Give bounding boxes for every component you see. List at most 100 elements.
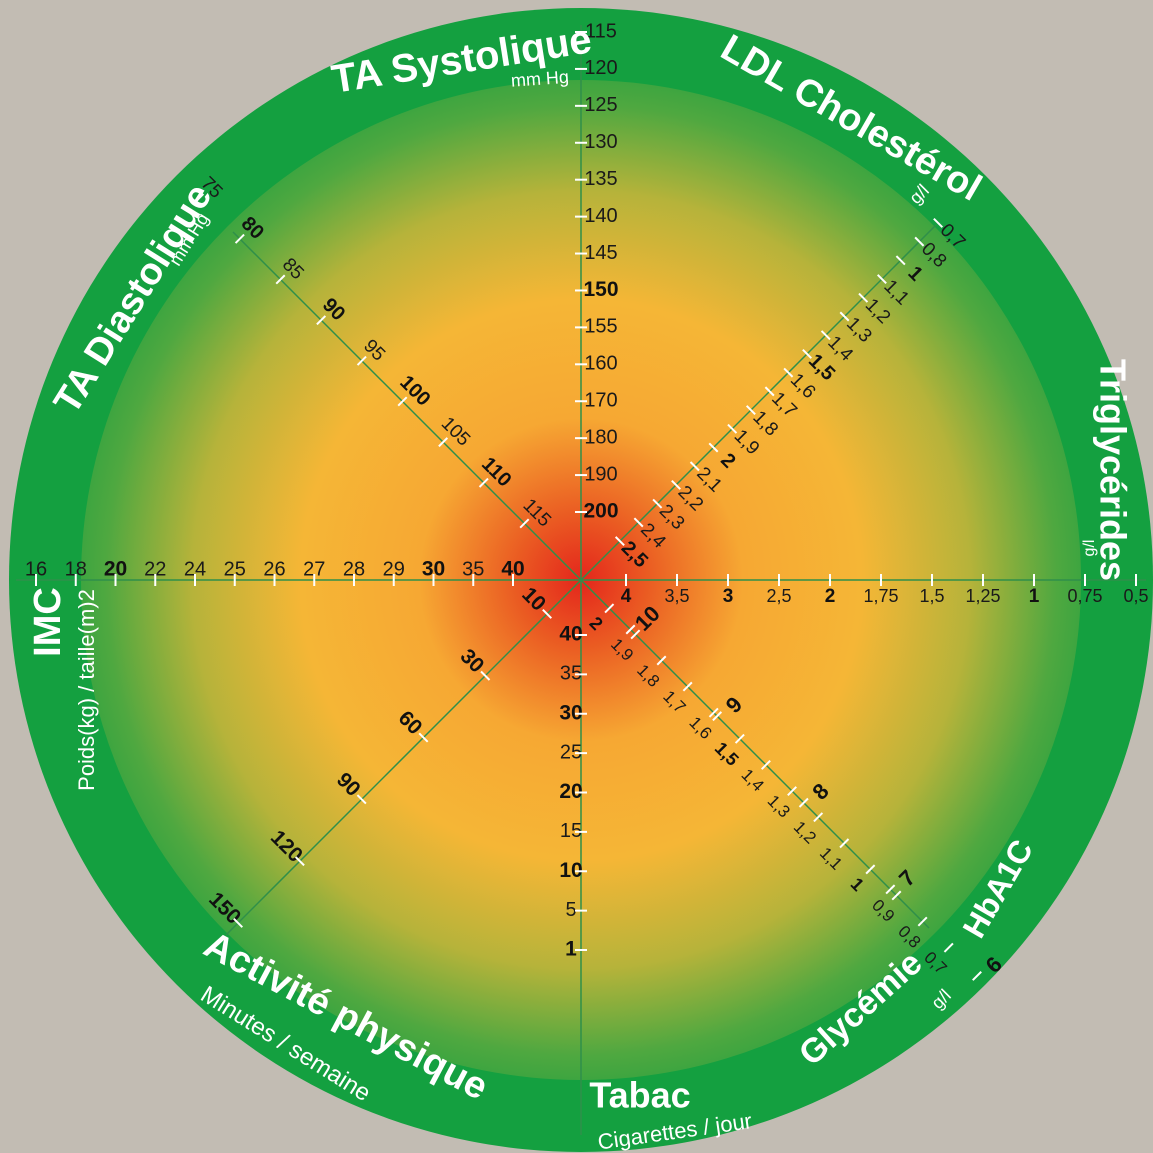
tick-mark bbox=[865, 864, 876, 875]
tick-mark bbox=[356, 355, 367, 366]
tick-mark bbox=[397, 396, 408, 407]
tick-mark bbox=[914, 236, 925, 247]
tick-label-tabac: 5 bbox=[565, 899, 576, 921]
tick-label-imc: 30 bbox=[422, 558, 445, 581]
tick-label-triglycerides: 1,5 bbox=[919, 586, 944, 606]
tick-label-imc: 22 bbox=[144, 558, 166, 580]
tick-label-imc: 26 bbox=[263, 558, 285, 580]
tick-mark bbox=[839, 838, 850, 849]
tick-label-imc: 28 bbox=[343, 558, 365, 580]
imc-unit: Poids(kg) / taille(m)2 bbox=[74, 589, 99, 791]
tick-mark bbox=[630, 629, 641, 640]
ta-systolique-unit: mm Hg bbox=[510, 67, 569, 91]
tick-mark bbox=[682, 681, 693, 692]
tick-mark bbox=[438, 437, 449, 448]
tick-label-ta-systolique: 145 bbox=[584, 242, 617, 264]
tick-mark bbox=[820, 330, 831, 341]
tick-mark bbox=[478, 477, 489, 488]
tick-mark bbox=[876, 274, 887, 285]
tick-label-tabac: 15 bbox=[560, 820, 582, 842]
tick-label-imc: 24 bbox=[184, 558, 206, 580]
tick-label-ta-systolique: 170 bbox=[584, 390, 617, 412]
tick-mark bbox=[625, 624, 636, 635]
tick-label-imc: 18 bbox=[65, 558, 87, 580]
tick-mark bbox=[480, 670, 491, 681]
tick-mark bbox=[745, 405, 756, 416]
tick-mark bbox=[671, 480, 681, 490]
imc-title: IMC bbox=[27, 587, 69, 657]
tick-mark bbox=[943, 942, 954, 953]
tick-mark bbox=[275, 274, 286, 285]
tick-label-imc: 29 bbox=[383, 558, 405, 580]
tick-label-tabac: 25 bbox=[560, 741, 582, 763]
tick-mark bbox=[858, 292, 869, 303]
tick-label-triglycerides: 1,25 bbox=[965, 586, 1000, 606]
tick-mark bbox=[316, 315, 327, 326]
tick-label-ta-systolique: 115 bbox=[585, 20, 617, 42]
tick-mark bbox=[652, 498, 663, 509]
tick-label-imc: 27 bbox=[303, 558, 325, 580]
axis-line bbox=[225, 224, 937, 936]
tick-mark bbox=[760, 759, 771, 770]
tick-label-triglycerides: 3 bbox=[723, 586, 734, 607]
tick-label-triglycerides: 0,75 bbox=[1067, 586, 1102, 606]
tick-label-tabac: 20 bbox=[559, 780, 582, 803]
tick-mark bbox=[972, 971, 982, 981]
tick-mark bbox=[519, 518, 530, 529]
tick-mark bbox=[802, 348, 813, 359]
tick-label-imc: 25 bbox=[224, 558, 246, 580]
tick-mark bbox=[604, 603, 615, 614]
tick-mark bbox=[783, 367, 794, 378]
tick-label-tabac: 30 bbox=[559, 701, 582, 724]
tick-label-ta-systolique: 200 bbox=[583, 500, 618, 523]
tick-mark bbox=[194, 193, 205, 204]
tick-label-ta-systolique: 140 bbox=[584, 205, 617, 227]
triglycerides-title: Triglycérides bbox=[1092, 359, 1133, 581]
tick-label-imc: 20 bbox=[104, 558, 127, 581]
tick-mark bbox=[933, 217, 944, 228]
tick-mark bbox=[712, 711, 723, 722]
tick-label-imc: 40 bbox=[501, 558, 524, 581]
tick-mark bbox=[764, 386, 775, 397]
tick-label-ta-systolique: 155 bbox=[584, 316, 617, 338]
tick-mark bbox=[689, 461, 700, 472]
tick-label-triglycerides: 4 bbox=[621, 586, 632, 607]
tick-mark bbox=[708, 707, 719, 718]
tick-mark bbox=[798, 797, 809, 808]
tick-label-ta-systolique: 130 bbox=[584, 131, 617, 153]
tick-label-tabac: 40 bbox=[559, 623, 582, 646]
tick-mark bbox=[633, 517, 644, 528]
tick-mark bbox=[234, 233, 245, 244]
tick-label-ta-systolique: 180 bbox=[584, 426, 617, 448]
tick-mark bbox=[885, 884, 896, 895]
tick-label-tabac: 1 bbox=[565, 938, 577, 961]
tick-mark bbox=[787, 786, 797, 796]
tick-mark bbox=[734, 733, 745, 744]
tick-label-ta-systolique: 190 bbox=[584, 463, 617, 485]
tick-mark bbox=[708, 442, 719, 453]
tick-label-tabac: 35 bbox=[560, 663, 582, 685]
tick-label-triglycerides: 2,5 bbox=[766, 586, 791, 606]
tick-mark bbox=[614, 536, 625, 547]
tick-label-tabac: 10 bbox=[559, 859, 582, 882]
tick-label-ta-systolique: 135 bbox=[584, 168, 617, 190]
tick-label-ta-systolique: 160 bbox=[584, 353, 617, 375]
tick-mark bbox=[917, 916, 928, 927]
tick-mark bbox=[356, 794, 367, 805]
tick-mark bbox=[839, 311, 850, 322]
tick-mark bbox=[727, 423, 738, 434]
tick-label-imc: 35 bbox=[462, 558, 484, 580]
tick-mark bbox=[542, 608, 553, 619]
tick-label-ta-systolique: 125 bbox=[584, 94, 617, 116]
tick-label-triglycerides: 3,5 bbox=[664, 586, 689, 606]
tick-label-triglycerides: 1,75 bbox=[863, 586, 898, 606]
tick-mark bbox=[891, 890, 902, 901]
tick-label-triglycerides: 1 bbox=[1029, 586, 1040, 607]
tick-mark bbox=[895, 255, 906, 266]
tick-mark bbox=[656, 655, 667, 666]
tabac-title: Tabac bbox=[589, 1075, 690, 1116]
tick-mark bbox=[418, 732, 429, 743]
triglycerides-unit: g/l bbox=[1081, 540, 1098, 557]
tick-label-ta-systolique: 120 bbox=[584, 57, 617, 79]
tick-label-triglycerides: 0,5 bbox=[1123, 586, 1148, 606]
